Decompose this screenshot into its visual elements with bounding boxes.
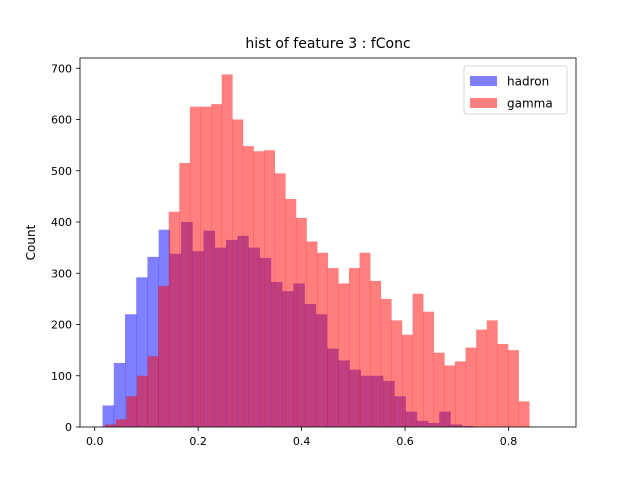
hadron-bar <box>102 405 115 427</box>
gamma-bar <box>497 343 509 427</box>
legend-label-hadron: hadron <box>507 75 549 89</box>
gamma-bar <box>465 347 477 427</box>
x-tick-label: 0.0 <box>86 435 104 448</box>
gamma-bar <box>391 320 403 427</box>
gamma-bar <box>476 329 488 428</box>
gamma-bar <box>327 268 339 428</box>
series-gamma <box>105 74 530 428</box>
legend-swatch-hadron <box>470 76 497 86</box>
gamma-bar <box>105 424 116 427</box>
gamma-bar <box>211 104 223 428</box>
gamma-bar <box>115 419 127 427</box>
gamma-bar <box>380 298 392 428</box>
gamma-bar <box>264 150 276 427</box>
gamma-bar <box>136 375 148 427</box>
gamma-bar <box>232 119 244 427</box>
gamma-bar <box>433 352 445 427</box>
y-tick-label: 400 <box>51 216 72 229</box>
y-tick-label: 700 <box>51 62 72 75</box>
gamma-bar <box>306 241 318 427</box>
gamma-bar <box>221 74 233 428</box>
y-tick-label: 300 <box>51 267 72 280</box>
gamma-bar <box>147 356 159 427</box>
gamma-bar <box>295 217 307 427</box>
gamma-bar <box>200 106 212 427</box>
gamma-bar <box>444 365 456 427</box>
y-tick-label: 500 <box>51 165 72 178</box>
y-tick-label: 100 <box>51 370 72 383</box>
y-tick-label: 600 <box>51 114 72 127</box>
x-axis: 0.0 0.2 0.4 0.6 0.8 <box>86 427 517 448</box>
x-tick-label: 0.4 <box>293 435 311 448</box>
gamma-bar <box>412 293 424 427</box>
hadron-bar <box>113 362 126 427</box>
gamma-bar <box>158 286 169 427</box>
gamma-bar <box>486 320 498 427</box>
gamma-bar <box>370 280 382 427</box>
gamma-bar <box>168 211 180 427</box>
hadron-bar <box>136 277 148 427</box>
bars-layer <box>102 74 530 428</box>
gamma-bar <box>285 198 297 427</box>
gamma-bar <box>348 268 360 428</box>
y-tick-label: 0 <box>65 421 72 434</box>
gamma-bar <box>253 151 265 427</box>
gamma-bar <box>317 252 329 427</box>
y-axis-label: Count <box>24 224 38 260</box>
x-tick-label: 0.8 <box>500 435 518 448</box>
gamma-bar <box>189 106 201 427</box>
chart-title: hist of feature 3 : fConc <box>245 36 410 52</box>
legend-swatch-gamma <box>470 98 497 108</box>
plot-frame <box>79 57 577 428</box>
gamma-bar <box>242 146 254 427</box>
y-tick-label: 200 <box>51 319 72 332</box>
x-tick-label: 0.2 <box>189 435 207 448</box>
gamma-bar <box>179 163 191 427</box>
gamma-bar <box>126 396 138 427</box>
gamma-bar <box>274 173 286 427</box>
gamma-bar <box>359 252 371 427</box>
gamma-bar <box>507 350 519 428</box>
gamma-bar <box>338 283 350 427</box>
gamma-bar <box>423 311 435 427</box>
x-tick-label: 0.6 <box>396 435 414 448</box>
gamma-bar <box>401 334 413 427</box>
gamma-bar <box>454 361 466 427</box>
y-axis: 0 100 200 300 400 500 600 700 <box>51 62 80 434</box>
hadron-bar <box>147 256 159 427</box>
hadron-bar <box>125 314 137 427</box>
legend: hadron gamma <box>463 65 568 115</box>
legend-label-gamma: gamma <box>507 97 553 111</box>
gamma-bar <box>518 401 530 428</box>
